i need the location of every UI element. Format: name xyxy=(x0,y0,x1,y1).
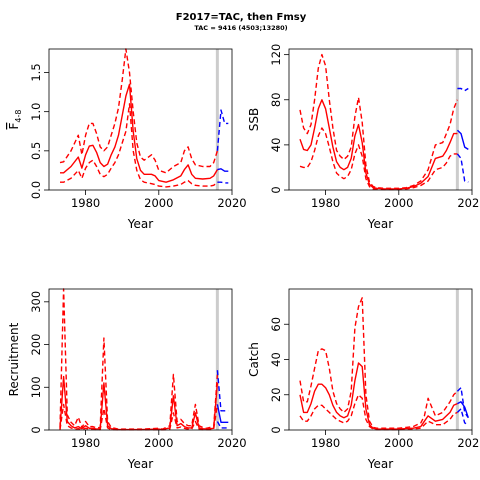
fbar-y-axis-label-main: F xyxy=(7,122,21,129)
catch-projection-dashed-line-4 xyxy=(456,387,469,419)
fbar-x-tick-label: 2000 xyxy=(144,196,173,210)
fbar-estimate-dashed-line-2 xyxy=(60,103,218,188)
ssb-panel: 1980 2000 2020 0 40 80 120 Year SSB xyxy=(247,44,480,231)
fbar-y-tick-label: 0.0 xyxy=(29,181,43,199)
ssb-y-axis-label: SSB xyxy=(247,108,261,131)
ssb-y-tick-label: 80 xyxy=(269,92,283,107)
fbar-x-axis-label: Year xyxy=(127,217,153,231)
ssb-x-tick-label: 2020 xyxy=(457,196,480,210)
recruitment-x-tick-label: 1980 xyxy=(71,436,100,450)
ssb-x-axis-label: Year xyxy=(367,217,393,231)
recruitment-estimate-dashed-line-1 xyxy=(59,288,219,430)
ssb-estimate-solid-line-0 xyxy=(299,99,458,190)
figure-title: F2017=TAC, then Fmsy xyxy=(176,12,307,23)
fbar-plot-frame xyxy=(48,48,233,191)
fbar-y-tick-label: 1.5 xyxy=(29,63,43,81)
ssb-y-tick-label: 120 xyxy=(269,44,283,66)
catch-x-tick-label: 2020 xyxy=(457,436,480,450)
recruitment-projection-dashed-line-4 xyxy=(216,370,229,412)
recruitment-y-tick-label: 100 xyxy=(29,376,43,398)
catch-estimate-solid-line-0 xyxy=(299,362,458,430)
recruitment-x-axis-label: Year xyxy=(127,457,153,471)
ssb-estimate-dashed-line-2 xyxy=(299,127,458,191)
fbar-estimate-solid-line-0 xyxy=(60,83,219,183)
catch-y-tick-label: 20 xyxy=(269,387,283,402)
recruitment-projection-solid-line-3 xyxy=(216,404,229,423)
catch-y-tick-label: 40 xyxy=(269,352,283,367)
recruitment-y-tick-label: 300 xyxy=(29,291,43,313)
fbar-estimate-dashed-line-1 xyxy=(59,48,219,174)
recruitment-y-axis-label: Recruitment xyxy=(7,322,21,396)
fbar-y-tick-label: 1.0 xyxy=(29,103,43,121)
fbar-y-axis-label-subscript: 4-8 xyxy=(14,110,23,123)
fbar-projection-dashed-line-5 xyxy=(217,181,229,184)
recruitment-x-tick-label: 2000 xyxy=(144,436,173,450)
recruitment-x-tick-label: 2020 xyxy=(217,436,246,450)
ssb-projection-dashed-line-5 xyxy=(456,153,469,183)
recruitment-estimate-solid-line-0 xyxy=(59,375,219,431)
recruitment-y-tick-label: 0 xyxy=(29,426,43,433)
fbar-x-tick-label: 2020 xyxy=(217,196,246,210)
recruitment-y-tick-label: 200 xyxy=(29,334,43,356)
fbar-projection-dashed-line-4 xyxy=(216,109,229,151)
catch-projection-dashed-line-5 xyxy=(456,408,469,426)
fbar-projection-solid-line-3 xyxy=(217,168,229,172)
ssb-plot-frame xyxy=(288,48,473,191)
recruitment-plot-frame xyxy=(48,288,233,431)
fbar-y-tick-label: 0.5 xyxy=(29,142,43,160)
catch-y-tick-label: 0 xyxy=(269,426,283,433)
ssb-estimate-dashed-line-1 xyxy=(299,53,459,190)
ssb-x-tick-label: 1980 xyxy=(311,196,340,210)
catch-x-tick-label: 2000 xyxy=(384,436,413,450)
ssb-projection-dashed-line-4 xyxy=(457,87,469,92)
fbar-panel: 1980 2000 2020 0.0 0.5 1.0 1.5 Year F4-8 xyxy=(7,48,247,231)
recruitment-panel: 1980 2000 2020 0 100 200 300 Year Recruitment xyxy=(7,288,247,471)
ssb-x-tick-label: 2000 xyxy=(384,196,413,210)
ssb-y-tick-label: 0 xyxy=(269,186,283,193)
ssb-y-tick-label: 40 xyxy=(269,138,283,153)
figure-subtitle: TAC = 9416 (4503;13280) xyxy=(194,24,287,32)
recruitment-projection-dashed-line-5 xyxy=(216,421,229,429)
catch-estimate-dashed-line-2 xyxy=(299,394,458,431)
catch-x-axis-label: Year xyxy=(367,457,393,471)
fbar-y-axis-label: F4-8 xyxy=(7,110,23,130)
catch-y-tick-label: 60 xyxy=(269,317,283,332)
catch-projection-solid-line-3 xyxy=(457,401,469,418)
catch-panel: 1980 2000 2020 0 20 40 60 Year Catch xyxy=(247,288,480,471)
catch-x-tick-label: 1980 xyxy=(311,436,340,450)
ssb-projection-solid-line-3 xyxy=(456,129,469,150)
catch-estimate-dashed-line-1 xyxy=(299,297,458,429)
catch-y-axis-label: Catch xyxy=(247,342,261,377)
fbar-x-tick-label: 1980 xyxy=(71,196,100,210)
